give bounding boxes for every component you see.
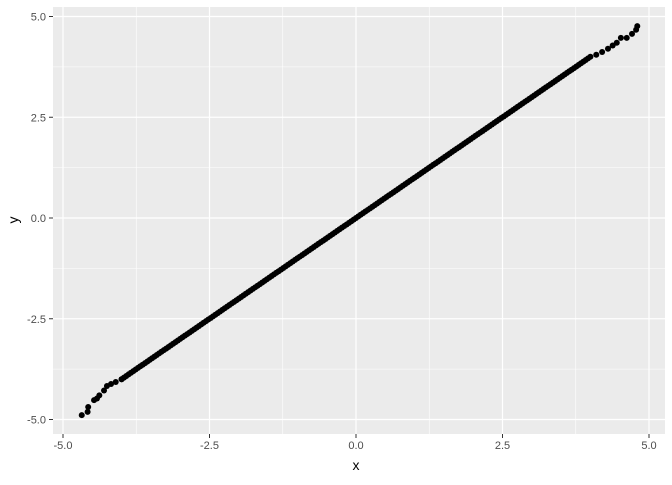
y-axis: -5.0 -2.5 0.0 2.5 5.0: [27, 12, 53, 427]
data-point: [617, 34, 624, 41]
data-point: [96, 392, 103, 399]
x-tick-label: -5.0: [54, 440, 73, 452]
data-point: [629, 30, 636, 37]
y-tick-label: 5.0: [31, 12, 46, 24]
data-point: [623, 34, 630, 41]
data-point: [112, 379, 119, 386]
data-point: [587, 53, 594, 60]
data-point: [84, 408, 91, 415]
x-tick-label: 0.0: [348, 440, 363, 452]
data-point: [118, 376, 125, 383]
x-tick-label: 5.0: [641, 440, 656, 452]
x-axis-label: x: [353, 457, 360, 473]
y-tick-label: -5.0: [27, 415, 46, 427]
y-tick-label: -2.5: [27, 314, 46, 326]
data-point: [634, 23, 641, 30]
x-axis: -5.0 -2.5 0.0 2.5 5.0: [54, 434, 657, 452]
data-point: [85, 404, 92, 411]
data-point: [108, 381, 115, 388]
y-tick-label: 0.0: [31, 213, 46, 225]
y-tick-label: 2.5: [31, 112, 46, 124]
data-points: [78, 23, 641, 419]
x-tick-label: -2.5: [200, 440, 219, 452]
data-point: [604, 45, 611, 52]
data-point: [78, 412, 85, 419]
data-point: [593, 51, 600, 58]
data-point: [101, 387, 108, 394]
y-axis-label: y: [5, 217, 21, 224]
data-point: [613, 39, 620, 46]
data-point: [599, 48, 606, 55]
x-tick-label: 2.5: [495, 440, 510, 452]
